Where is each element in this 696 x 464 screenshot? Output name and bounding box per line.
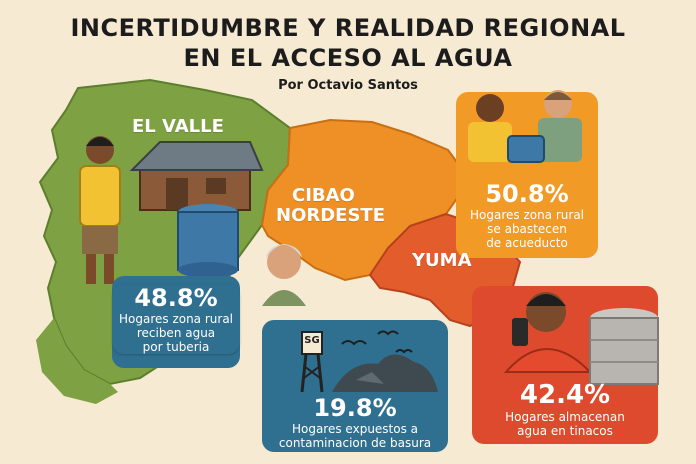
stat-1-line2: reciben agua (136, 326, 216, 340)
birds-illustration (341, 330, 413, 354)
stat-2-line2: se abastecen (487, 222, 567, 236)
elderly-woman-illustration (262, 244, 306, 306)
stat-card-1: 48.8% Hogares zona rural reciben agua po… (112, 284, 240, 354)
stat-4-line2: agua en tinacos (517, 424, 613, 438)
title-line-1: INCERTIDUMBRE Y REALIDAD REGIONAL (70, 14, 626, 42)
stat-3-line2: contaminacion de basura (278, 436, 432, 450)
stat-2-line3: de acueducto (486, 236, 568, 250)
region-label-el-valle: EL VALLE (132, 116, 224, 137)
stat-card-3: 19.8% Hogares expuestos a contaminacion … (262, 394, 448, 450)
stat-card-1-bg (112, 276, 240, 368)
byline: Por Octavio Santos (278, 78, 418, 93)
stat-1-line3: por tuberia (142, 340, 210, 354)
water-tank-illustration (177, 204, 239, 278)
stat-4-value: 42.4% (519, 380, 611, 410)
el-valle-coast (36, 318, 118, 404)
stat-3-value: 19.8% (313, 394, 397, 422)
stat-card-2: 50.8% Hogares zona rural se abastecen de… (456, 180, 598, 250)
stat-1-value: 48.8% (134, 284, 218, 312)
antenna-label: SG (304, 335, 320, 346)
region-label-nordeste: NORDESTE (276, 205, 386, 226)
stat-2-line1: Hogares zona rural (469, 208, 585, 222)
trash-pile-illustration (332, 354, 438, 392)
storage-tank-illustration (589, 308, 659, 385)
antenna-illustration (300, 331, 324, 393)
stat-1-line1: Hogares zona rural (118, 312, 234, 326)
house-illustration (129, 141, 264, 211)
region-label-yuma: YUMA (412, 250, 472, 271)
man-phone-illustration (503, 292, 593, 373)
stat-2-value: 50.8% (485, 180, 569, 208)
title-line-2: EN EL ACCESO AL AGUA (183, 44, 513, 72)
women-bucket-illustration (468, 90, 582, 163)
stat-3-line1: Hogares expuestos a (291, 422, 419, 436)
stat-card-4: 42.4% Hogares almacenan agua en tinacos (472, 380, 658, 438)
man-illustration (79, 136, 121, 284)
stat-4-line1: Hogares almacenan (505, 410, 625, 424)
region-label-cibao: CIBAO (292, 185, 355, 206)
